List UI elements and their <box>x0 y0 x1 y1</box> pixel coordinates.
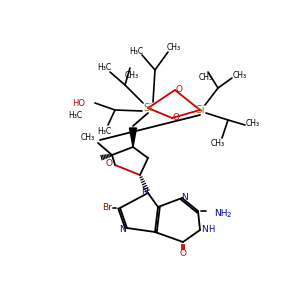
Text: H₃C: H₃C <box>129 46 143 56</box>
Text: NH: NH <box>214 208 227 217</box>
Text: Si: Si <box>195 105 205 115</box>
Text: CH₃: CH₃ <box>125 70 139 80</box>
Text: O: O <box>176 85 182 94</box>
Text: N: N <box>142 187 148 196</box>
Text: O: O <box>106 160 112 169</box>
Text: H₃C: H₃C <box>97 127 111 136</box>
Text: N: N <box>202 226 208 235</box>
Text: CH₃: CH₃ <box>199 74 213 82</box>
Text: CH₃: CH₃ <box>167 44 181 52</box>
Text: O: O <box>172 113 179 122</box>
Text: H: H <box>208 226 214 235</box>
Text: H₃C: H₃C <box>68 110 82 119</box>
Text: CH₃: CH₃ <box>246 118 260 127</box>
Text: N: N <box>120 224 126 233</box>
Text: HO: HO <box>72 98 85 107</box>
Polygon shape <box>130 128 136 147</box>
Text: Si: Si <box>143 103 153 113</box>
Text: N: N <box>182 193 188 202</box>
Text: CH₃: CH₃ <box>81 134 95 142</box>
Text: Br: Br <box>102 202 112 211</box>
Text: O: O <box>179 248 187 257</box>
Text: CH₃: CH₃ <box>233 71 247 80</box>
Text: CH₃: CH₃ <box>211 140 225 148</box>
Text: H₃C: H₃C <box>97 62 111 71</box>
Text: 2: 2 <box>227 212 231 218</box>
